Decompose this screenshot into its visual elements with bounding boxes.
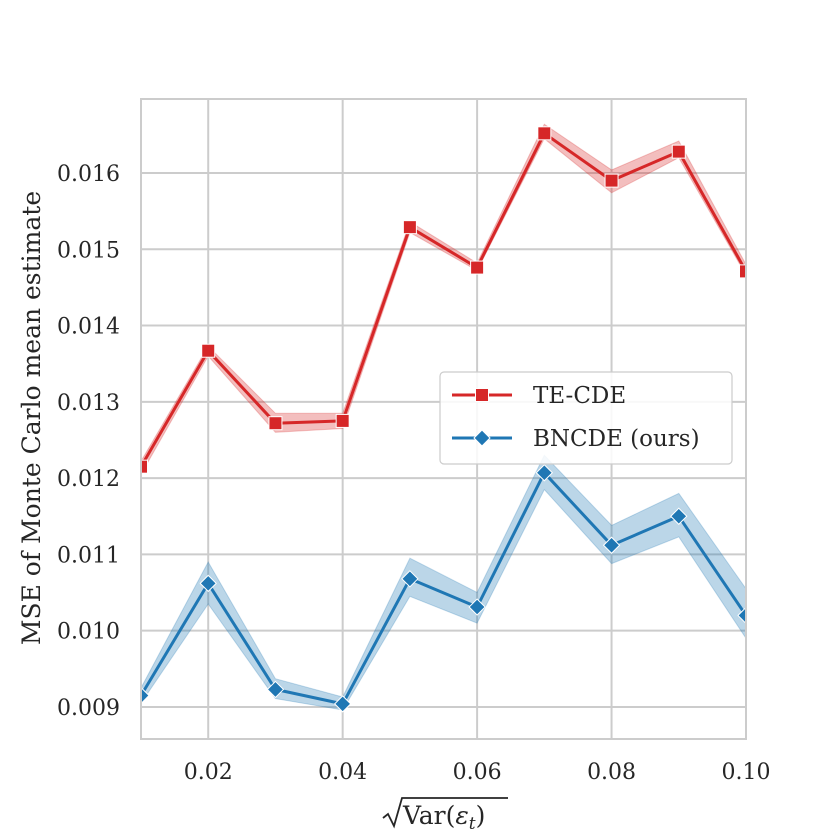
marker-bncde — [602, 536, 621, 554]
legend-box — [439, 371, 733, 465]
marker-te-cde — [604, 173, 619, 188]
marker-bncde — [199, 574, 217, 593]
y-tick-labels: 0.009 0.010 0.011 0.012 0.013 0.014 0.015 0.016 — [57, 162, 120, 721]
line-bncde — [141, 471, 746, 706]
legend-marker-bncde — [473, 429, 491, 447]
marker-bncde — [670, 507, 688, 525]
y-tick-label: 0.012 — [57, 467, 120, 492]
marker-te-cde — [268, 416, 283, 431]
series-markers — [141, 126, 746, 713]
y-tick-label: 0.015 — [57, 238, 120, 263]
confidence-bands — [141, 123, 746, 711]
marker-te-cde — [335, 413, 350, 428]
legend-marker-te-cde — [475, 388, 489, 402]
x-axis-label-text: Var(εt) — [402, 801, 485, 830]
marker-te-cde — [537, 126, 552, 141]
marker-bncde — [535, 464, 554, 482]
x-tick-label: 0.02 — [184, 760, 233, 785]
y-axis-label: MSE of Monte Carlo mean estimate — [17, 191, 46, 645]
y-tick-label: 0.016 — [57, 162, 120, 187]
x-axis-label-radical — [382, 797, 508, 829]
y-tick-label: 0.014 — [57, 315, 120, 340]
marker-bncde — [737, 606, 746, 625]
x-axis-label: Var(εt) — [382, 797, 508, 830]
x-tick-labels: 0.02 0.04 0.06 0.08 0.10 — [184, 760, 771, 785]
marker-te-cde — [739, 264, 746, 279]
marker-bncde — [266, 680, 285, 699]
x-tick-label: 0.06 — [453, 760, 502, 785]
y-tick-label: 0.009 — [57, 696, 120, 721]
y-tick-label: 0.013 — [57, 391, 120, 416]
x-tick-label: 0.10 — [722, 760, 771, 785]
marker-te-cde — [141, 459, 148, 474]
series-lines — [141, 131, 746, 706]
marker-bncde — [401, 570, 419, 588]
marker-te-cde — [470, 260, 485, 275]
marker-te-cde — [201, 343, 216, 358]
plot-frame — [140, 98, 747, 740]
band-bncde — [141, 454, 746, 711]
marker-te-cde — [402, 220, 417, 235]
marker-bncde — [468, 598, 486, 616]
legend: TE-CDE BNCDE (ours) — [439, 371, 733, 465]
legend-label-te-cde: TE-CDE — [533, 383, 626, 409]
y-tick-label: 0.011 — [57, 543, 120, 568]
legend-label-bncde: BNCDE (ours) — [533, 426, 700, 452]
marker-te-cde — [671, 144, 686, 159]
marker-bncde — [333, 695, 352, 713]
line-te-cde — [141, 131, 746, 468]
band-te-cde — [141, 123, 746, 476]
x-tick-label: 0.08 — [587, 760, 636, 785]
x-tick-label: 0.04 — [318, 760, 367, 785]
marker-bncde — [141, 686, 150, 705]
y-tick-label: 0.010 — [57, 620, 120, 645]
